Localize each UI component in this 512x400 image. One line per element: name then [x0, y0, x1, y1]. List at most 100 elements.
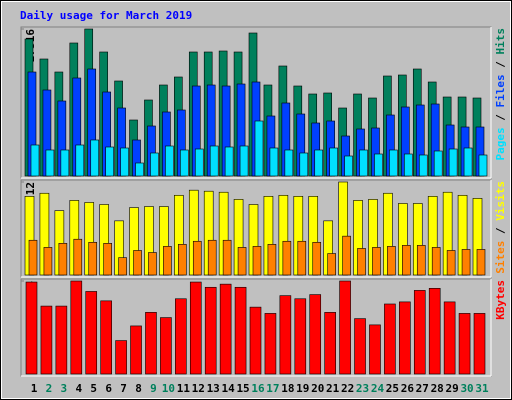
x-tick-label: 5 [90, 382, 97, 395]
bar [40, 305, 53, 375]
x-tick-label: 16 [251, 382, 265, 395]
legend-separator [494, 108, 507, 115]
bar [354, 318, 366, 375]
legend-entry: Pages [494, 127, 507, 160]
x-tick-label: 17 [266, 382, 279, 395]
bar [115, 340, 127, 375]
bar [224, 146, 234, 177]
bar [234, 286, 247, 375]
bar [431, 247, 441, 276]
x-tick-label: 20 [311, 382, 324, 395]
legend-entry: Hits [494, 28, 507, 55]
x-tick-label: 15 [236, 382, 249, 395]
legend-entry: Visits [494, 181, 507, 221]
x-tick-label: 12 [192, 382, 205, 395]
bar [70, 280, 83, 375]
bar [175, 298, 187, 375]
bar [357, 248, 366, 276]
bar [88, 241, 98, 276]
x-tick-label: 3 [61, 382, 68, 395]
bar [399, 301, 411, 375]
bar [135, 162, 144, 177]
x-tick-label: 27 [416, 382, 429, 395]
bar [384, 303, 396, 375]
x-tick-label: 10 [162, 382, 175, 395]
bar [269, 147, 279, 177]
bar [446, 250, 456, 276]
bar [252, 246, 262, 276]
x-tick-label: 9 [150, 382, 157, 395]
bar [463, 147, 473, 177]
bar [416, 245, 426, 276]
bar [249, 306, 262, 375]
bar [309, 294, 322, 375]
x-tick-label: 26 [401, 382, 415, 395]
bar [55, 305, 68, 375]
bar [418, 154, 428, 177]
bar [344, 155, 353, 177]
x-tick-label: 7 [120, 382, 127, 395]
bar [43, 247, 53, 276]
legend-separator [494, 68, 507, 75]
bar [359, 149, 368, 177]
x-tick-label: 11 [177, 382, 191, 395]
bar [297, 240, 307, 276]
bar [476, 249, 486, 276]
bar [133, 250, 142, 276]
x-tick-label: 1 [31, 382, 38, 395]
bar [294, 298, 307, 375]
legend: Pages / Files / Hits [494, 28, 507, 161]
bar [25, 281, 38, 375]
bar [339, 280, 351, 375]
bar [314, 149, 324, 177]
legend-separator: / [494, 227, 507, 234]
x-tick-label: 14 [222, 382, 236, 395]
bar [267, 244, 277, 276]
x-tick-label: 19 [296, 382, 309, 395]
x-tick-label: 2 [46, 382, 53, 395]
legend-separator [494, 55, 507, 62]
bar [237, 247, 247, 276]
legend-separator [494, 234, 507, 241]
x-tick-label: 25 [386, 382, 399, 395]
bar [148, 252, 157, 276]
bar [389, 149, 398, 177]
bar [45, 149, 55, 177]
bar [145, 312, 157, 375]
legend-separator: / [494, 61, 507, 68]
bar [207, 239, 217, 276]
x-tick-label: 31 [475, 382, 489, 395]
legend: Sites / Visits [494, 181, 507, 274]
bar [85, 291, 98, 375]
bar [279, 295, 292, 375]
bar [478, 154, 488, 177]
bar [254, 120, 264, 177]
bar [404, 153, 413, 177]
bar [473, 313, 486, 375]
bar [120, 147, 129, 177]
bar [105, 146, 114, 177]
bar [100, 300, 112, 375]
bar [222, 239, 232, 276]
bar [58, 243, 68, 276]
bar [329, 147, 338, 177]
x-tick-label: 8 [135, 382, 142, 395]
bar [428, 288, 441, 375]
x-tick-label: 23 [356, 382, 369, 395]
legend-separator [494, 121, 507, 128]
bar [163, 246, 172, 276]
bar [219, 283, 232, 375]
bar [103, 243, 112, 276]
bar [284, 149, 294, 177]
bar [204, 286, 217, 375]
x-tick-label: 30 [460, 382, 473, 395]
bar [194, 148, 204, 177]
bar [324, 312, 336, 375]
legend-entry: Sites [494, 241, 507, 274]
x-tick-label: 6 [105, 382, 112, 395]
x-tick-label: 29 [446, 382, 459, 395]
x-tick-label: 24 [371, 382, 385, 395]
bar [189, 281, 202, 375]
